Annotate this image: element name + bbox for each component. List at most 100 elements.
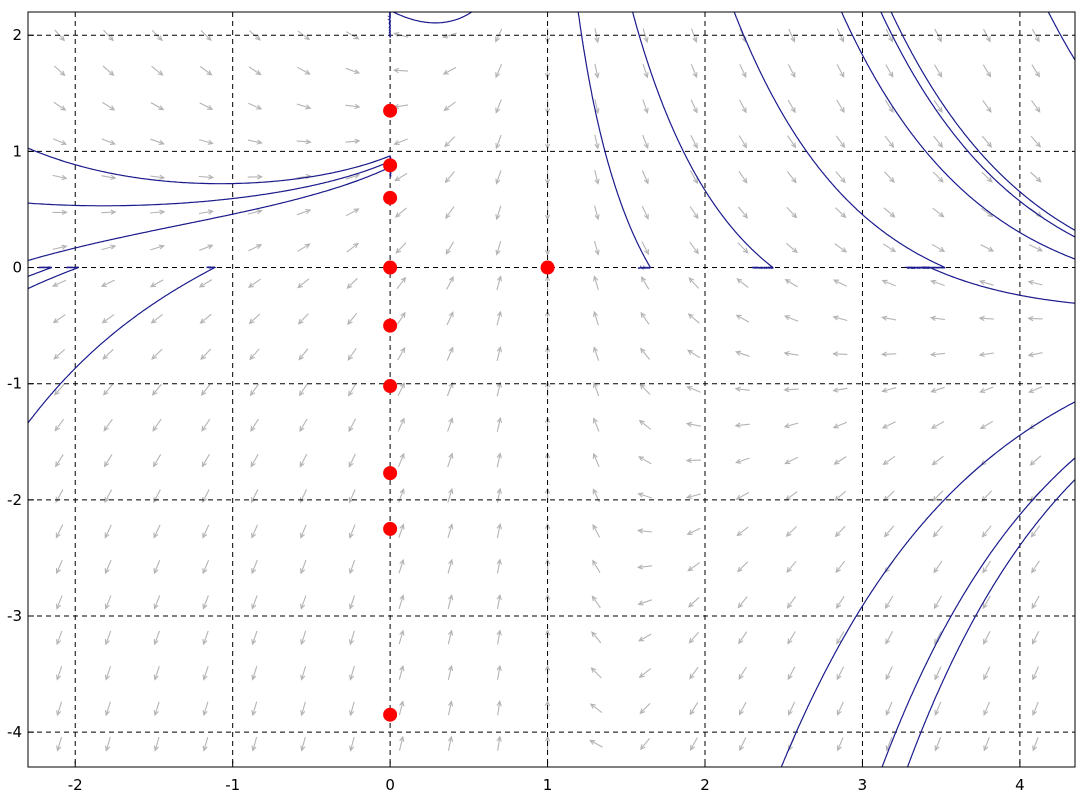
field-arrow	[446, 381, 454, 397]
field-arrow	[685, 421, 702, 428]
field-arrow	[784, 456, 799, 465]
field-arrow	[787, 135, 797, 149]
x-tick-label: -1	[225, 776, 240, 794]
field-arrow	[982, 560, 992, 574]
trajectory-curve	[1066, 255, 1075, 260]
field-arrow	[735, 457, 750, 464]
field-arrow	[834, 525, 846, 538]
field-arrow	[447, 558, 454, 574]
initial-point	[383, 158, 398, 173]
field-arrow	[151, 65, 164, 76]
field-arrow	[783, 315, 799, 322]
trajectory-curve	[28, 202, 36, 205]
field-arrow	[638, 456, 652, 465]
field-arrow	[982, 100, 992, 113]
field-arrow	[447, 452, 454, 468]
field-arrow	[150, 244, 166, 251]
field-arrow	[251, 630, 258, 646]
trajectory-curve	[780, 760, 785, 767]
field-arrow	[496, 558, 502, 574]
field-arrow	[836, 701, 844, 716]
field-arrow	[297, 30, 311, 41]
field-arrow	[594, 169, 600, 185]
trajectory-curve	[881, 464, 1068, 767]
field-arrow	[198, 209, 215, 215]
field-arrow	[929, 315, 946, 321]
field-arrow	[496, 700, 502, 716]
field-arrow	[345, 208, 360, 217]
field-arrow	[202, 666, 209, 681]
field-arrow	[249, 348, 260, 361]
field-arrow	[104, 595, 112, 610]
field-arrow	[785, 526, 797, 537]
field-arrow	[592, 417, 600, 432]
field-arrow	[883, 207, 896, 218]
trajectory-curve	[880, 12, 1068, 234]
field-arrow	[53, 101, 67, 111]
field-arrow	[884, 171, 895, 184]
field-arrow	[786, 596, 797, 609]
field-arrow	[104, 559, 112, 575]
field-arrow	[978, 279, 994, 286]
field-arrow	[496, 416, 502, 432]
field-arrow	[202, 524, 210, 539]
field-arrow	[593, 275, 599, 291]
field-arrow	[446, 346, 454, 361]
field-arrow	[1032, 737, 1039, 752]
field-arrow	[495, 170, 502, 185]
field-arrow	[495, 63, 503, 79]
field-arrow	[52, 174, 68, 181]
field-arrow	[787, 99, 796, 114]
field-arrow	[737, 596, 748, 609]
field-arrow	[835, 135, 846, 149]
field-arrow	[201, 454, 210, 468]
field-arrow	[149, 279, 164, 288]
field-arrow	[300, 666, 307, 681]
field-arrow	[395, 242, 407, 254]
field-arrow	[933, 595, 943, 610]
field-arrow	[783, 350, 799, 357]
field-arrow	[929, 351, 946, 358]
field-arrow	[251, 666, 258, 681]
field-arrow	[348, 383, 357, 397]
field-arrow	[932, 490, 944, 502]
field-arrow	[247, 278, 261, 288]
field-arrow	[689, 702, 699, 716]
field-arrow	[153, 666, 160, 681]
field-arrow	[881, 315, 897, 321]
trajectory-curve	[28, 272, 37, 278]
field-arrow	[1031, 560, 1040, 574]
field-arrow	[495, 99, 502, 114]
field-arrow	[151, 383, 162, 396]
field-arrow	[637, 492, 652, 499]
trajectory-curve	[35, 266, 217, 414]
trajectory-curve	[631, 12, 635, 18]
field-arrow	[982, 595, 991, 610]
field-arrow	[348, 418, 357, 433]
field-arrow	[56, 666, 63, 681]
field-arrow	[102, 383, 114, 396]
field-arrow	[1030, 525, 1041, 538]
field-arrow	[786, 171, 797, 184]
field-arrow	[832, 279, 847, 287]
field-arrow	[496, 664, 502, 680]
field-arrow	[787, 64, 796, 79]
field-arrow	[496, 310, 503, 326]
field-arrow	[202, 630, 209, 646]
field-arrow	[298, 348, 309, 361]
grid-lines	[28, 12, 1075, 767]
field-arrow	[297, 278, 310, 289]
trajectory-curve	[906, 760, 911, 767]
field-arrow	[836, 631, 845, 645]
field-arrow	[1031, 28, 1040, 43]
field-arrow	[444, 136, 456, 148]
field-arrow	[103, 29, 114, 42]
field-arrow	[786, 560, 797, 573]
field-arrow	[640, 347, 651, 360]
field-arrow	[932, 525, 943, 538]
trajectory-curve	[578, 17, 652, 271]
trajectory-curve	[1066, 232, 1075, 238]
field-arrow	[300, 630, 307, 646]
field-arrow	[883, 243, 897, 253]
field-arrow	[885, 631, 894, 645]
